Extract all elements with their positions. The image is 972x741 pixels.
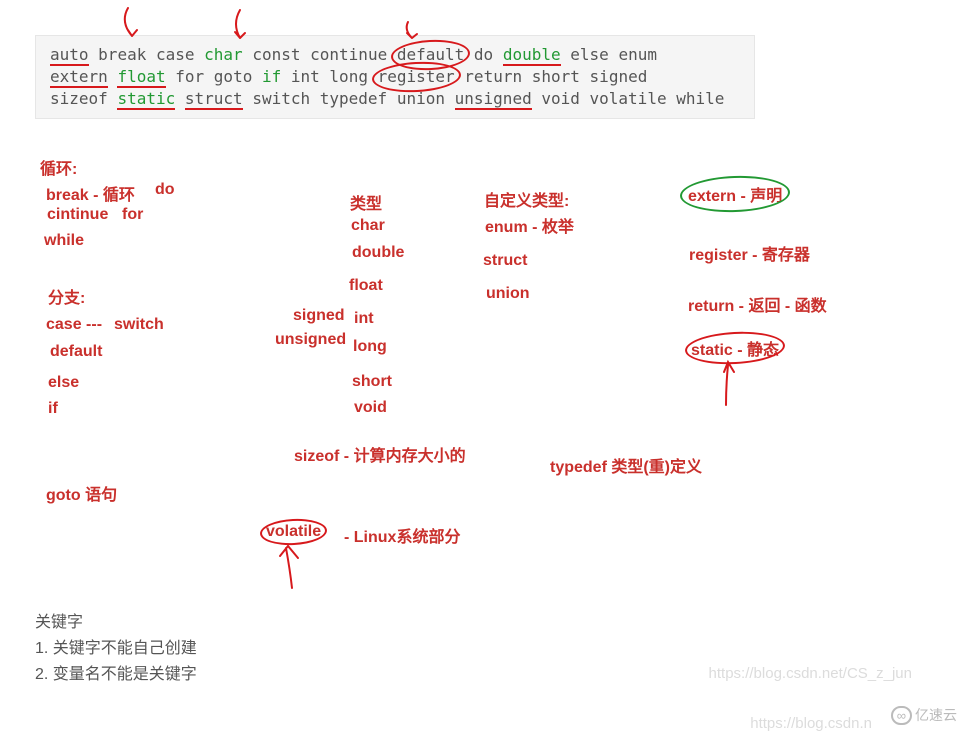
- keyword-long: long: [329, 67, 368, 86]
- annotation-32: register - 寄存器: [689, 241, 810, 265]
- annotation-10: else: [48, 374, 79, 392]
- annotation-21: short: [352, 373, 392, 391]
- annotation-7: case ---: [46, 316, 102, 334]
- annotation-20: long: [353, 338, 387, 356]
- annotation-14: char: [351, 217, 385, 235]
- annotation-16: float: [349, 277, 383, 295]
- annotation-3: cintinue: [47, 206, 108, 224]
- annotation-29: union: [486, 285, 530, 303]
- keyword-switch: switch: [252, 89, 310, 108]
- keyword-sizeof: sizeof: [50, 89, 108, 108]
- keyword-double: double: [503, 45, 561, 66]
- annotation-1: break - 循环: [46, 181, 135, 205]
- watermark-url-1: https://blog.csdn.net/CS_z_jun: [709, 665, 912, 682]
- keyword-for: for: [175, 67, 204, 86]
- keyword-break: break: [98, 45, 146, 64]
- annotation-2: do: [155, 181, 175, 199]
- annotation-24: volatile: [266, 523, 321, 541]
- annotation-22: void: [354, 399, 387, 417]
- annotation-9: default: [50, 343, 102, 361]
- annotation-34: static - 静态: [691, 336, 779, 360]
- annotation-33: return - 返回 - 函数: [688, 292, 827, 316]
- keyword-int: int: [291, 67, 320, 86]
- keyword-auto: auto: [50, 45, 89, 66]
- keyword-volatile: volatile: [590, 89, 667, 108]
- keyword-enum: enum: [618, 45, 657, 64]
- site-logo: ∞ 亿速云: [891, 705, 957, 725]
- keyword-static: static: [117, 89, 175, 110]
- keyword-if: if: [262, 67, 281, 86]
- annotation-31: extern - 声明: [688, 182, 782, 206]
- keyword-else: else: [570, 45, 609, 64]
- keyword-void: void: [541, 89, 580, 108]
- keyword-const: const: [252, 45, 300, 64]
- annotation-18: signed: [293, 307, 345, 325]
- keyword-unsigned: unsigned: [455, 89, 532, 110]
- annotation-6: 分支:: [48, 284, 85, 308]
- keyword-struct: struct: [185, 89, 243, 110]
- keyword-char: char: [204, 45, 243, 64]
- keyword-extern: extern: [50, 67, 108, 88]
- annotation-17: int: [354, 310, 374, 328]
- keyword-continue: continue: [310, 45, 387, 64]
- annotation-15: double: [352, 244, 404, 262]
- annotation-30: typedef 类型(重)定义: [550, 453, 702, 477]
- logo-text: 亿速云: [915, 705, 957, 725]
- annotation-25: - Linux系统部分: [344, 523, 460, 547]
- keyword-return: return: [464, 67, 522, 86]
- annotation-23: sizeof - 计算内存大小的: [294, 442, 466, 466]
- rules-line-1: 1. 关键字不能自己创建: [35, 636, 197, 662]
- keyword-code-block: auto break case char const continue defa…: [35, 35, 755, 119]
- annotation-28: struct: [483, 252, 527, 270]
- keyword-register: register: [378, 67, 455, 86]
- annotation-8: switch: [114, 316, 164, 334]
- annotation-26: 自定义类型:: [484, 187, 569, 211]
- annotation-0: 循环:: [40, 155, 77, 179]
- keyword-do: do: [474, 45, 493, 64]
- annotation-19: unsigned: [275, 331, 346, 349]
- annotation-4: for: [122, 206, 143, 224]
- keyword-signed: signed: [590, 67, 648, 86]
- keyword-float: float: [117, 67, 165, 88]
- annotation-12: goto 语句: [46, 481, 117, 505]
- keyword-case: case: [156, 45, 195, 64]
- annotation-13: 类型: [350, 190, 382, 214]
- annotation-27: enum - 枚举: [485, 213, 574, 237]
- watermark-url-2: https://blog.csdn.n: [750, 715, 872, 732]
- keyword-short: short: [532, 67, 580, 86]
- keyword-goto: goto: [214, 67, 253, 86]
- annotation-11: if: [48, 400, 58, 418]
- annotation-5: while: [44, 232, 84, 250]
- keyword-while: while: [676, 89, 724, 108]
- bottom-rules: 关键字 1. 关键字不能自己创建 2. 变量名不能是关键字: [35, 610, 197, 688]
- keyword-typedef: typedef: [320, 89, 387, 108]
- rules-title: 关键字: [35, 610, 197, 636]
- cloud-icon: ∞: [891, 706, 912, 725]
- rules-line-2: 2. 变量名不能是关键字: [35, 662, 197, 688]
